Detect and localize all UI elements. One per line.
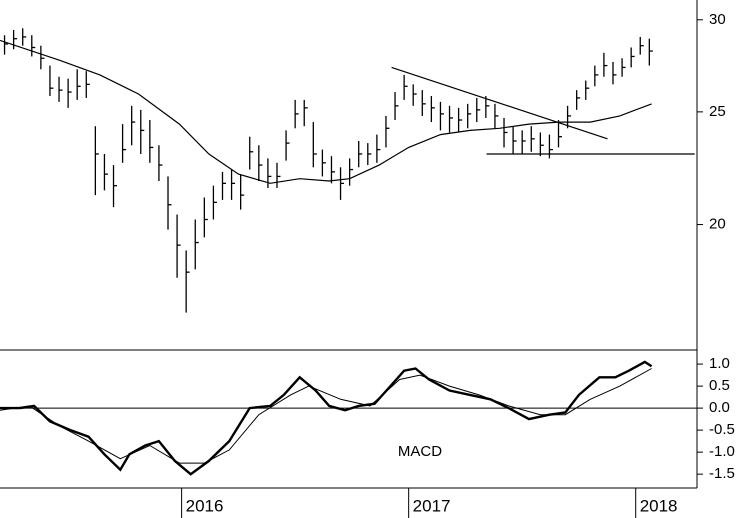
overlay-line xyxy=(391,66,608,140)
y-tick-label: -1.5 xyxy=(709,465,735,482)
macd-label: MACD xyxy=(398,443,442,460)
y-tick-label: -1.0 xyxy=(709,443,735,460)
x-tick-label: 2018 xyxy=(640,496,678,515)
y-tick-label: 0.5 xyxy=(709,377,730,394)
y-tick-label: 30 xyxy=(709,11,726,28)
y-tick-label: 1.0 xyxy=(709,355,730,372)
y-tick-label: 20 xyxy=(709,216,726,233)
y-tick-label: 25 xyxy=(709,103,726,120)
macd-line xyxy=(0,360,653,476)
y-tick-label: -0.5 xyxy=(709,421,735,438)
macd-line xyxy=(0,368,652,464)
x-tick-label: 2016 xyxy=(186,496,224,515)
y-tick-label: 0.0 xyxy=(709,399,730,416)
overlay-line xyxy=(0,39,652,184)
x-tick-label: 2017 xyxy=(413,496,451,515)
